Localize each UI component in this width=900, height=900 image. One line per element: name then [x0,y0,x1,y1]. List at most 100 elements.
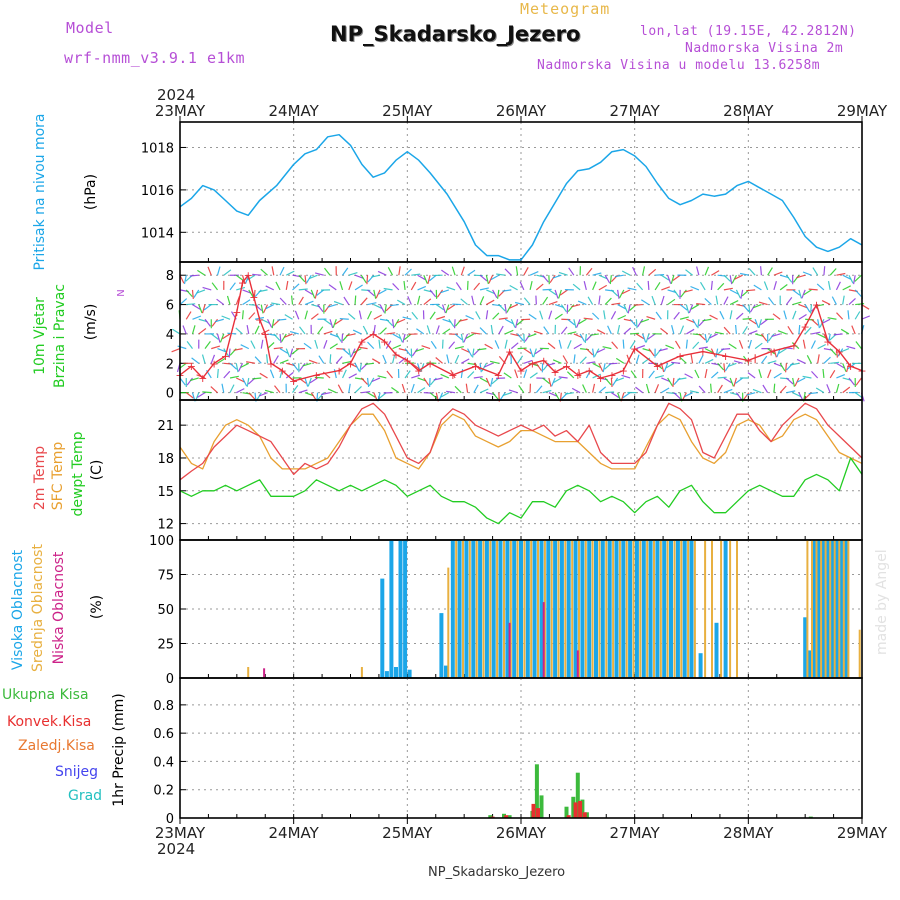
wind-barb [717,362,725,371]
wind-barb [617,304,626,310]
cloud-bar-0 [398,540,403,678]
wind-barb [735,289,741,299]
wind-barb [440,373,450,379]
wind-barb [377,270,387,276]
wind-barb [307,377,312,387]
wind-speed-point: + [278,365,287,378]
temperature-ytick-label: 21 [157,419,174,434]
wind-barb [596,329,606,335]
wind-barb [709,333,718,339]
cloud-bar-1 [838,540,841,678]
wind-barb [840,348,850,353]
wind-barb [696,266,700,276]
wind-barb [327,388,337,394]
wind-barb [391,354,396,364]
wind-barb [621,374,631,379]
wind-barb [742,325,748,335]
wind-speed-point: + [266,357,275,370]
wind-barb [542,377,550,385]
wind-barb [583,281,587,291]
wind-barb [728,343,737,350]
wind-barb [640,299,650,306]
cloud-bar-1 [842,540,845,678]
wind-barb [760,266,763,276]
wind-barb [585,267,593,276]
x-label-top: 27MAY [610,102,661,120]
wind-speed-point: + [744,354,753,367]
wind-barb [855,377,862,386]
wind-barb [304,300,314,306]
precip-bar-1 [582,812,587,818]
cloud-bar-0 [807,650,812,678]
wind-barb [342,348,350,355]
wind-speed-point: + [801,321,810,334]
wind-barb [704,333,708,343]
wind-barb [629,318,637,327]
wind-barb [302,362,312,367]
precip-bar-0 [488,815,493,818]
wind-barb [494,340,500,349]
wind-barb [179,298,188,306]
wind-barb [637,318,644,328]
wind-barb [710,383,712,393]
wind-barb [627,304,631,314]
wind-barb [789,362,800,366]
wind-speed-point: + [403,354,412,367]
wind-barb [554,392,561,401]
wind-barb [831,296,837,305]
wind-barb [279,359,289,364]
wind-barb [654,281,661,291]
wind-barb [411,311,419,320]
wind-barb [436,315,446,320]
wind-barb [348,281,353,291]
wind-barb [398,266,401,276]
wind-barb [446,286,456,291]
wind-barb [442,328,451,335]
wind-barb [771,333,781,337]
wind-barb [527,333,537,338]
wind-barb [658,348,668,352]
wind-barb [610,311,617,320]
wind-barb [314,289,319,299]
wind-barb [793,274,800,283]
wind-barb [339,281,344,291]
wind-barb [377,375,387,379]
cloud-bar-1 [523,540,526,678]
wind-barb [221,315,231,320]
wind-barb [792,301,802,306]
wind-barb [835,348,838,358]
wind-barb [529,280,533,291]
wind-barb [806,355,812,364]
cloud-bar-0 [634,540,639,678]
wind-barb [455,318,462,327]
cloud-bar-2 [263,668,266,678]
wind-barb [492,312,500,320]
wind-barb [692,318,698,328]
wind-barb [389,303,399,307]
wind-barb [710,371,719,379]
wind-barb [829,268,837,276]
wind-barb [551,377,556,387]
wind-barb [283,333,293,338]
wind-barb [186,303,196,306]
wind-barb [840,328,850,335]
wind-barb [328,284,337,291]
wind-barb [560,326,568,335]
cloud-bar-1 [447,567,450,678]
wind-barb [758,369,762,379]
wind-barb [529,372,538,379]
wind-barb [514,369,519,379]
wind-barb [704,297,712,306]
cloud-bar-0 [682,540,687,678]
wind-barb [317,304,324,313]
wind-barb [460,369,464,379]
wind-barb [223,370,231,379]
wind-barb [723,296,729,305]
wind-barb [686,328,695,335]
cloud-bar-0 [714,622,719,678]
wind-barb [847,310,850,320]
wind-barb [185,311,192,320]
wind-barb [471,295,475,305]
wind-speed-point: + [198,372,207,385]
